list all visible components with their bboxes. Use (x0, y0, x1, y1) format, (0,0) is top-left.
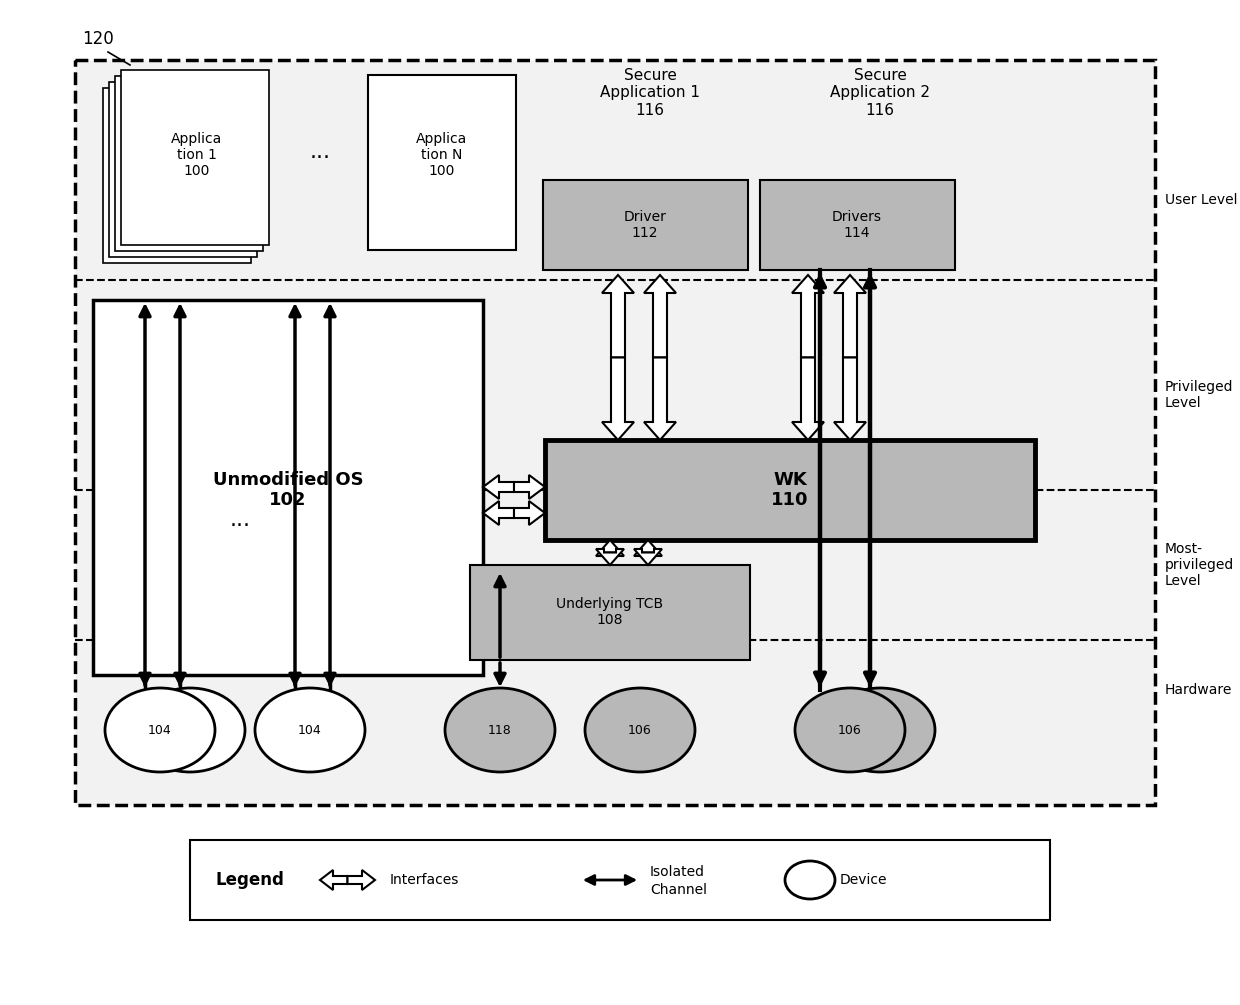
Polygon shape (634, 549, 662, 565)
Bar (74, 60, 1154, 805)
Polygon shape (835, 275, 866, 358)
Text: Unmodified OS
102: Unmodified OS 102 (213, 470, 363, 510)
Text: Interfaces: Interfaces (391, 873, 459, 887)
Polygon shape (634, 540, 662, 556)
Text: Applica
tion N
100: Applica tion N 100 (417, 132, 467, 178)
Bar (470, 565, 750, 660)
Polygon shape (601, 358, 634, 440)
Bar (368, 75, 516, 250)
Polygon shape (320, 870, 347, 890)
Bar (122, 70, 269, 245)
Bar (546, 440, 1035, 540)
Text: 106: 106 (629, 724, 652, 737)
Text: Drivers
114: Drivers 114 (832, 210, 882, 240)
Text: WK
110: WK 110 (771, 470, 808, 510)
Text: 118: 118 (489, 724, 512, 737)
Text: Channel: Channel (650, 883, 707, 897)
Polygon shape (484, 501, 515, 525)
Text: Underlying TCB
108: Underlying TCB 108 (557, 597, 663, 627)
Text: Privileged
Level: Privileged Level (1166, 380, 1234, 410)
Ellipse shape (785, 861, 835, 899)
Polygon shape (835, 358, 866, 440)
Bar (190, 840, 1050, 920)
Text: Hardware: Hardware (1166, 683, 1233, 697)
Bar (109, 82, 257, 257)
Text: Isolated: Isolated (650, 865, 706, 879)
Bar (115, 76, 263, 251)
Text: 120: 120 (82, 30, 114, 48)
Polygon shape (792, 275, 825, 358)
Text: ...: ... (310, 142, 331, 162)
Text: ...: ... (229, 510, 250, 530)
Polygon shape (644, 358, 676, 440)
Polygon shape (484, 475, 515, 499)
Text: User Level: User Level (1166, 193, 1238, 207)
Text: Secure
Application 1
116: Secure Application 1 116 (600, 68, 701, 118)
Polygon shape (347, 870, 374, 890)
Polygon shape (515, 475, 546, 499)
Ellipse shape (825, 688, 935, 772)
Ellipse shape (135, 688, 246, 772)
Ellipse shape (445, 688, 556, 772)
Text: 104: 104 (298, 724, 322, 737)
Text: Applica
tion 1
100: Applica tion 1 100 (171, 132, 223, 178)
Polygon shape (596, 549, 624, 565)
Text: Device: Device (839, 873, 888, 887)
Ellipse shape (585, 688, 694, 772)
Bar (760, 180, 955, 270)
Polygon shape (601, 275, 634, 358)
Text: Legend: Legend (216, 871, 284, 889)
Text: 104: 104 (148, 724, 172, 737)
Ellipse shape (105, 688, 215, 772)
Polygon shape (515, 501, 546, 525)
Bar (543, 180, 748, 270)
Bar (93, 300, 484, 675)
Text: 106: 106 (838, 724, 862, 737)
Bar (103, 88, 250, 263)
Text: Most-
privileged
Level: Most- privileged Level (1166, 542, 1234, 588)
Text: Secure
Application 2
116: Secure Application 2 116 (830, 68, 930, 118)
Ellipse shape (795, 688, 905, 772)
Polygon shape (792, 358, 825, 440)
Text: Driver
112: Driver 112 (624, 210, 666, 240)
Polygon shape (644, 275, 676, 358)
Polygon shape (596, 540, 624, 556)
Ellipse shape (255, 688, 365, 772)
